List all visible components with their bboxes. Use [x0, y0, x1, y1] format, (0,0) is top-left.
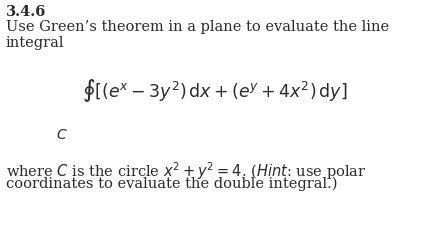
Text: $\oint [(e^x - 3y^2)\,\mathrm{d}x + (e^y + 4x^2)\,\mathrm{d}y]$: $\oint [(e^x - 3y^2)\,\mathrm{d}x + (e^y…: [82, 76, 348, 104]
Text: where $C$ is the circle $x^2 + y^2 = 4$. ($\mathit{Hint}$: use polar: where $C$ is the circle $x^2 + y^2 = 4$.…: [6, 160, 366, 182]
Text: Use Green’s theorem in a plane to evaluate the line: Use Green’s theorem in a plane to evalua…: [6, 20, 389, 34]
Text: coordinates to evaluate the double integral.): coordinates to evaluate the double integ…: [6, 177, 337, 191]
Text: integral: integral: [6, 36, 64, 50]
Text: $C$: $C$: [56, 128, 68, 142]
Text: 3.4.6: 3.4.6: [6, 5, 46, 19]
